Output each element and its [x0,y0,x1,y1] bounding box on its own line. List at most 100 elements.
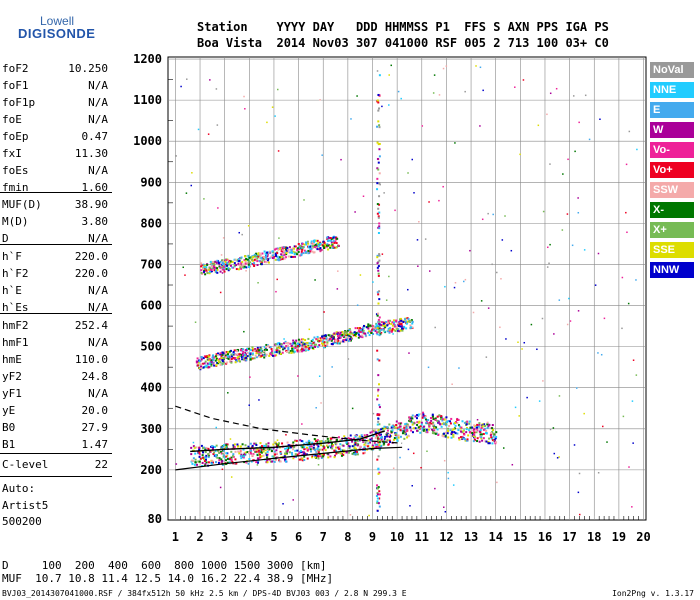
echo-point [440,425,443,428]
echo-point [343,435,346,438]
echo-point [302,341,305,344]
echo-point [494,437,497,440]
noise-point [418,221,420,223]
echo-point [442,435,445,438]
echo-point [291,346,294,349]
echo-point [291,343,294,346]
interference-point [376,256,379,259]
echo-point [372,434,375,437]
echo-point [210,359,213,362]
echo-point [284,340,287,343]
echo-point [280,250,283,253]
echo-point [253,357,256,360]
noise-point [388,74,390,76]
echo-point [386,435,389,438]
echo-point [303,458,306,461]
echo-point [301,459,304,462]
echo-point [205,364,208,367]
echo-point [289,251,292,254]
echo-point [373,441,376,444]
echo-point [337,451,340,454]
interference-point [377,269,380,272]
echo-point [346,334,349,337]
echo-point [419,425,422,428]
echo-point [452,428,455,431]
noise-point [631,506,633,508]
noise-point [318,375,321,377]
echo-point [238,357,241,360]
param-value: N/A [88,301,108,314]
echo-point [234,357,237,360]
echo-point [361,436,364,439]
echo-point [359,328,362,331]
interference-point [377,374,380,377]
echo-point [295,347,298,350]
noise-point [297,375,299,377]
param-key: MUF(D) [2,198,42,211]
echo-point [291,347,294,350]
echo-point [245,461,248,464]
echo-point [376,443,379,446]
echo-point [379,331,382,334]
noise-point [409,505,411,507]
interference-point [377,120,380,123]
echo-point [242,356,245,359]
y-tick-label: 900 [140,175,162,189]
echo-point [300,444,303,447]
echo-point [411,417,414,420]
noise-point [349,514,352,516]
noise-point [408,352,410,354]
echo-point [362,440,365,443]
echo-point [245,359,248,362]
noise-point [222,237,225,239]
echo-point [322,339,325,342]
echo-point [323,243,326,246]
noise-point [632,442,634,444]
echo-point [244,259,247,262]
echo-point [259,450,262,453]
echo-point [221,353,224,356]
echo-point [383,330,386,333]
echo-point [230,450,233,453]
noise-point [491,263,493,266]
noise-point [215,426,217,429]
echo-point [265,348,268,351]
echo-point [367,323,370,326]
echo-point [285,252,288,255]
echo-point [409,324,412,327]
echo-point [199,365,202,368]
noise-point [411,484,413,487]
echo-point [238,263,241,266]
echo-point [393,329,396,332]
echo-point [397,428,400,431]
echo-point [407,320,410,323]
echo-point [240,267,243,270]
echo-point [234,361,237,364]
echo-point [402,327,405,330]
noise-point [510,249,513,252]
echo-point [243,259,246,262]
echo-point [298,248,301,251]
echo-point [215,444,218,447]
echo-point [310,445,313,448]
echo-point [285,452,288,455]
echo-point [211,356,214,359]
echo-point [311,456,314,459]
echo-point [361,330,364,333]
echo-point [332,240,335,243]
echo-point [376,333,379,336]
echo-point [378,325,381,328]
noise-point [577,211,580,214]
param-key: B1 [2,438,16,451]
echo-point [228,356,231,359]
echo-point [437,433,440,436]
echo-point [198,447,201,450]
echo-point [349,338,352,341]
noise-point [421,125,424,127]
echo-point [388,327,391,330]
echo-point [407,425,410,428]
echo-point [197,460,200,463]
echo-point [204,269,207,272]
echo-point [224,263,227,266]
echo-point [266,459,269,462]
